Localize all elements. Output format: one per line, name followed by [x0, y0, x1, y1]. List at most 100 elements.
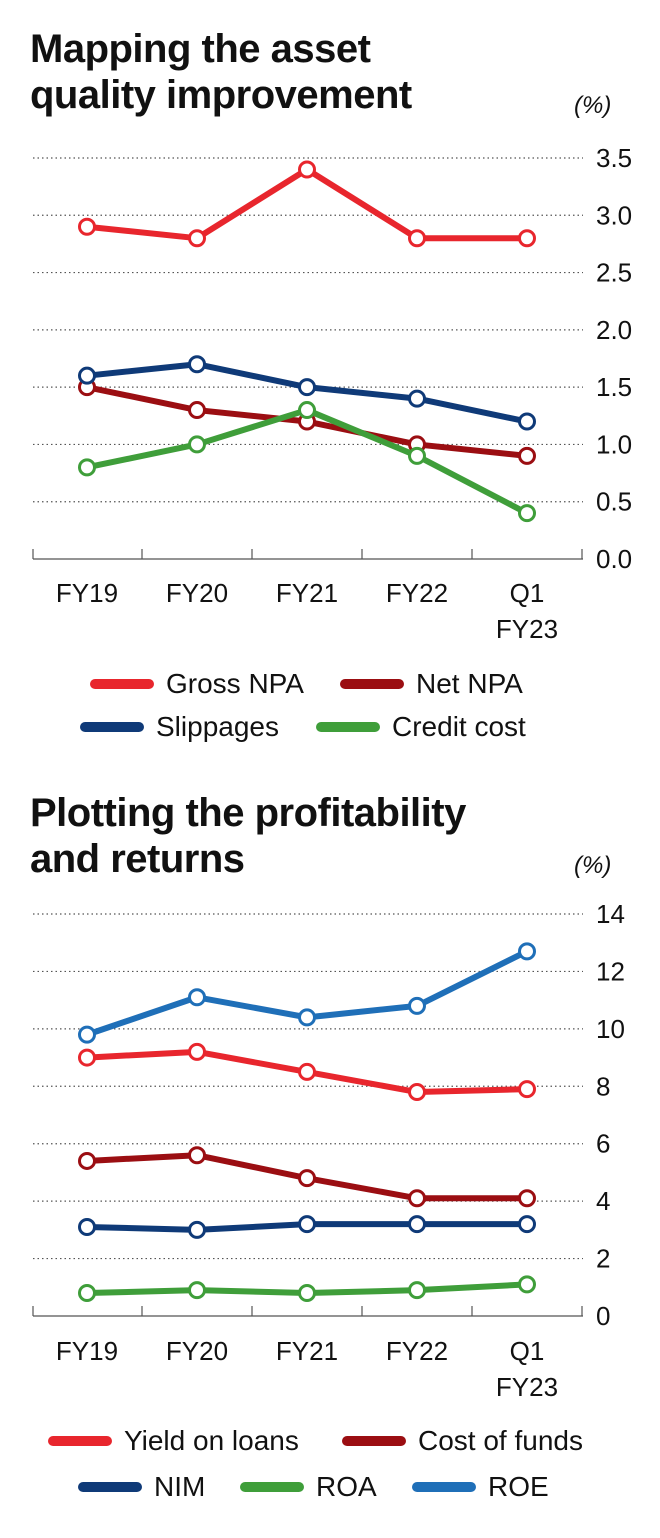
chart1-title-line1: Mapping the asset: [30, 27, 371, 71]
y-tick-label: 14: [596, 899, 625, 929]
y-tick-label: 1.5: [596, 372, 632, 402]
data-point-cost-of-funds: [408, 1189, 426, 1208]
x-tick-label: FY22: [386, 1336, 448, 1366]
y-tick-label: 2.0: [596, 315, 632, 345]
chart2-legend-item-nim: NIM: [78, 1471, 205, 1503]
x-tick-label: FY21: [276, 578, 338, 608]
data-point-yield-on-loans: [298, 1062, 316, 1081]
data-point-yield-on-loans: [188, 1042, 206, 1061]
chart2-title-line2: and returns: [30, 837, 245, 881]
y-tick-label: 3.5: [596, 143, 632, 173]
data-point-roa: [188, 1281, 206, 1300]
data-point-credit-cost: [408, 446, 426, 465]
y-tick-label: 1.0: [596, 429, 632, 459]
data-point-gross-npa: [298, 160, 316, 179]
data-point-roa: [408, 1281, 426, 1300]
y-tick-label: 3.0: [596, 200, 632, 230]
chart2-legend-item-cost-of-funds: Cost of funds: [342, 1425, 583, 1457]
data-point-slippages: [298, 378, 316, 397]
data-point-credit-cost: [188, 435, 206, 454]
chart1-legend-item-gross-npa: Gross NPA: [90, 668, 304, 700]
data-point-nim: [298, 1215, 316, 1234]
chart2-title: Plotting the profitability and returns: [30, 790, 466, 882]
data-point-yield-on-loans: [518, 1080, 536, 1099]
chart1-title: Mapping the asset quality improvement: [30, 26, 412, 118]
legend-label: ROA: [316, 1471, 377, 1502]
data-point-roa: [78, 1284, 96, 1303]
x-tick-label: Q1: [510, 578, 545, 608]
data-point-net-npa: [188, 401, 206, 420]
data-point-yield-on-loans: [408, 1083, 426, 1102]
y-tick-label: 6: [596, 1129, 610, 1159]
y-tick-label: 0.5: [596, 487, 632, 517]
x-tick-label: FY19: [56, 578, 118, 608]
data-point-net-npa: [518, 446, 536, 465]
x-tick-label: Q1: [510, 1336, 545, 1366]
data-point-roe: [298, 1008, 316, 1027]
x-tick-label: FY21: [276, 1336, 338, 1366]
data-point-nim: [408, 1215, 426, 1234]
data-point-roe: [408, 996, 426, 1015]
data-point-cost-of-funds: [298, 1169, 316, 1188]
legend-label: Net NPA: [416, 668, 523, 699]
legend-label: Slippages: [156, 711, 279, 742]
data-point-gross-npa: [78, 217, 96, 236]
y-tick-label: 8: [596, 1071, 610, 1101]
chart1-title-line2: quality improvement: [30, 73, 412, 117]
x-tick-label: FY23: [496, 1372, 558, 1402]
y-tick-label: 0: [596, 1301, 610, 1331]
legend-swatch: [80, 722, 144, 732]
y-tick-label: 2.5: [596, 258, 632, 288]
chart1-legend-item-slippages: Slippages: [80, 711, 279, 743]
series-line-gross-npa: [84, 166, 530, 242]
y-tick-label: 0.0: [596, 544, 632, 574]
chart1-unit-label: (%): [574, 92, 612, 119]
legend-label: Gross NPA: [166, 668, 304, 699]
chart1-legend-item-net-npa: Net NPA: [340, 668, 523, 700]
chart2-unit-label: (%): [574, 852, 612, 879]
x-tick-label: FY19: [56, 1336, 118, 1366]
x-tick-label: FY20: [166, 578, 228, 608]
data-point-gross-npa: [188, 229, 206, 248]
data-point-credit-cost: [298, 401, 316, 420]
data-point-roe: [188, 988, 206, 1007]
data-point-slippages: [518, 412, 536, 431]
data-point-nim: [188, 1220, 206, 1239]
chart2-title-line1: Plotting the profitability: [30, 791, 466, 835]
legend-label: Cost of funds: [418, 1425, 583, 1456]
chart2-legend-item-roe: ROE: [412, 1471, 549, 1503]
data-point-roa: [518, 1275, 536, 1294]
data-point-cost-of-funds: [78, 1151, 96, 1170]
data-point-gross-npa: [408, 229, 426, 248]
legend-swatch: [78, 1482, 142, 1492]
y-tick-label: 12: [596, 956, 625, 986]
data-point-roa: [298, 1284, 316, 1303]
chart1-legend-item-credit-cost: Credit cost: [316, 711, 526, 743]
legend-swatch: [342, 1436, 406, 1446]
data-point-roe: [518, 942, 536, 961]
legend-swatch: [412, 1482, 476, 1492]
data-point-gross-npa: [518, 229, 536, 248]
data-point-credit-cost: [518, 504, 536, 523]
chart2-legend-item-yield-on-loans: Yield on loans: [48, 1425, 299, 1457]
legend-swatch: [48, 1436, 112, 1446]
y-tick-label: 4: [596, 1186, 610, 1216]
data-point-cost-of-funds: [518, 1189, 536, 1208]
data-point-slippages: [408, 389, 426, 408]
data-point-slippages: [78, 366, 96, 385]
x-tick-label: FY23: [496, 614, 558, 644]
data-point-cost-of-funds: [188, 1146, 206, 1165]
data-point-credit-cost: [78, 458, 96, 477]
data-point-yield-on-loans: [78, 1048, 96, 1067]
data-point-roe: [78, 1025, 96, 1044]
x-tick-label: FY20: [166, 1336, 228, 1366]
legend-label: Credit cost: [392, 711, 526, 742]
chart2-legend-item-roa: ROA: [240, 1471, 377, 1503]
legend-swatch: [240, 1482, 304, 1492]
legend-label: Yield on loans: [124, 1425, 299, 1456]
x-tick-label: FY22: [386, 578, 448, 608]
data-point-nim: [518, 1215, 536, 1234]
legend-label: ROE: [488, 1471, 549, 1502]
y-tick-label: 2: [596, 1244, 610, 1274]
